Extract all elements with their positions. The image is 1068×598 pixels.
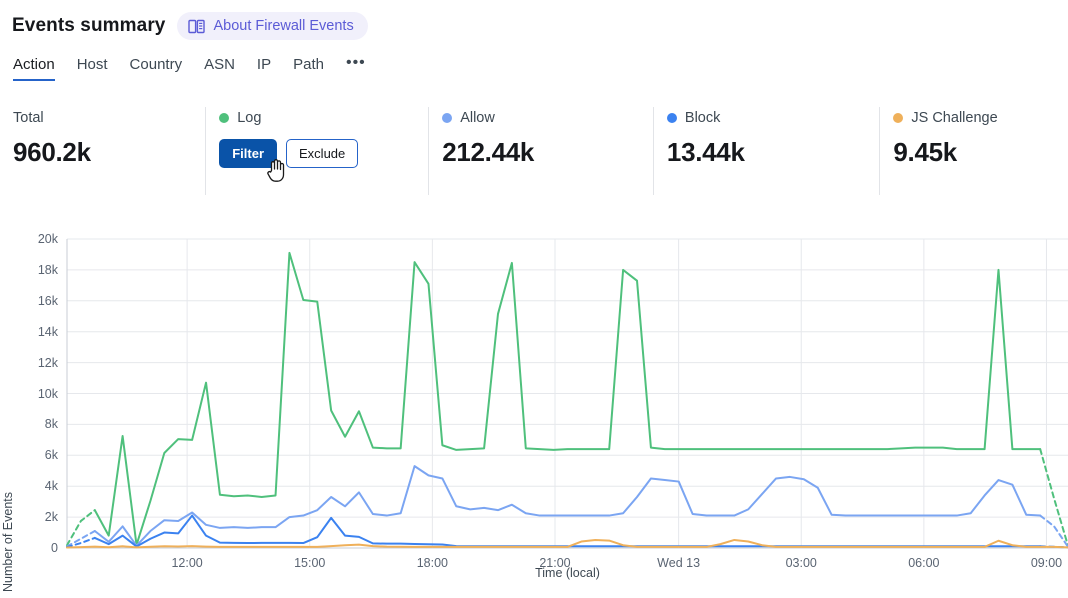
tab-action[interactable]: Action xyxy=(13,56,55,81)
x-tick-label: 06:00 xyxy=(908,556,940,570)
series-line-log xyxy=(93,251,1042,546)
y-tick-label: 2k xyxy=(44,510,58,525)
tab-host[interactable]: Host xyxy=(76,56,108,73)
tabs-overflow-button[interactable]: ••• xyxy=(345,54,366,71)
x-tick-label: 03:00 xyxy=(785,556,817,570)
stat-js-challenge: JS Challenge 9.45k xyxy=(879,107,1068,195)
stat-allow-head: Allow xyxy=(442,107,637,129)
series-line-log-dashed-tail xyxy=(1039,448,1068,547)
log-action-buttons: Filter Exclude xyxy=(219,139,412,168)
events-timeseries-chart: Number of Events 0 2k 4k 6k 8k 10k 12k 14k 16k 18… xyxy=(0,216,1068,598)
y-tick-label: 8k xyxy=(44,417,58,432)
y-tick-label: 0 xyxy=(51,541,58,555)
dimension-tabs: Action Host Country ASN IP Path ••• xyxy=(0,40,1068,81)
series-line-allow-dashed-head xyxy=(66,530,96,548)
stat-js-head: JS Challenge xyxy=(893,107,1052,129)
y-tick-label: 18k xyxy=(37,262,58,277)
chart-x-axis-label: Time (local) xyxy=(535,566,600,580)
stat-js-label: JS Challenge xyxy=(911,110,998,126)
series-line-js-challenge xyxy=(66,538,1068,549)
y-tick-label: 14k xyxy=(37,324,58,339)
x-tick-label: 12:00 xyxy=(171,556,203,570)
stat-allow-value: 212.44k xyxy=(442,137,535,167)
stat-log-label: Log xyxy=(237,110,262,126)
y-tick-label: 6k xyxy=(44,448,58,463)
stat-total-label: Total xyxy=(13,110,44,126)
stat-total-value: 960.2k xyxy=(13,137,91,167)
tab-country[interactable]: Country xyxy=(129,56,183,73)
legend-dot-allow xyxy=(442,113,453,123)
about-firewall-events-badge[interactable]: About Firewall Events xyxy=(177,12,368,40)
tab-asn[interactable]: ASN xyxy=(204,56,235,73)
x-tick-label: 21:00 xyxy=(539,556,571,570)
series-line-block xyxy=(93,514,1042,548)
y-tick-label: 20k xyxy=(37,232,58,246)
y-tick-label: 4k xyxy=(44,479,58,494)
filter-button[interactable]: Filter xyxy=(219,139,278,168)
exclude-button[interactable]: Exclude xyxy=(286,139,359,168)
stat-log: Log Filter Exclude xyxy=(205,107,428,195)
tab-path[interactable]: Path xyxy=(293,56,324,73)
y-tick-label: 12k xyxy=(37,355,58,370)
book-icon xyxy=(188,19,206,34)
y-tick-label: 16k xyxy=(37,293,58,308)
stats-strip: Total 960.2k Log Filter Exclude Allow 21… xyxy=(0,107,1068,195)
x-tick-label: 15:00 xyxy=(294,556,326,570)
page-title: Events summary xyxy=(12,15,166,36)
series-line-allow xyxy=(93,465,1042,547)
tab-ip[interactable]: IP xyxy=(256,56,272,73)
stat-total: Total 960.2k xyxy=(0,107,205,195)
about-badge-label: About Firewall Events xyxy=(213,18,354,34)
stat-log-head: Log xyxy=(219,107,412,129)
stat-block-value: 13.44k xyxy=(666,137,745,167)
legend-dot-js-challenge xyxy=(893,113,904,123)
legend-dot-log xyxy=(219,113,230,123)
chart-y-ticks: 0 2k 4k 6k 8k 10k 12k 14k 16k 18k 20k xyxy=(12,216,58,598)
x-tick-label: 09:00 xyxy=(1030,556,1063,570)
y-tick-label: 10k xyxy=(37,386,58,401)
stat-allow: Allow 212.44k xyxy=(428,107,653,195)
x-tick-label: 18:00 xyxy=(416,556,448,570)
stat-block-label: Block xyxy=(684,110,721,126)
page-header: Events summary About Firewall Events xyxy=(0,0,1068,40)
stat-js-value: 9.45k xyxy=(893,137,957,167)
stat-block-head: Block xyxy=(666,107,863,129)
series-line-block-dashed-head xyxy=(66,536,96,549)
chart-plot-area xyxy=(66,238,1068,549)
stat-block: Block 13.44k xyxy=(652,107,879,195)
stat-total-head: Total xyxy=(13,107,189,129)
series-line-allow-dashed-tail xyxy=(1039,514,1068,548)
stat-allow-label: Allow xyxy=(460,110,495,126)
legend-dot-block xyxy=(666,113,677,123)
series-line-log-dashed-head xyxy=(66,509,96,547)
x-tick-label: Wed 13 xyxy=(657,556,701,570)
